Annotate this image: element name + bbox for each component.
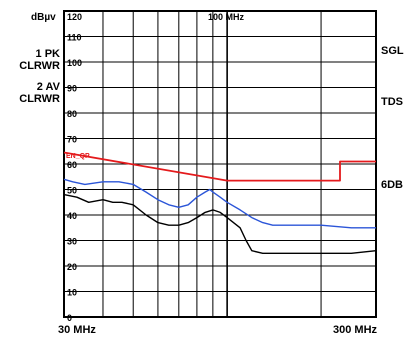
y-tick-label-80: 80 <box>67 109 77 119</box>
limit-trace <box>63 151 376 182</box>
x-tick-label-mid: 100 MHz <box>208 12 245 22</box>
y-tick-label-70: 70 <box>67 135 77 145</box>
x-tick-label-start: 30 MHz <box>58 324 96 336</box>
peak-trace <box>63 178 376 229</box>
y-tick-label-100: 100 <box>67 58 82 68</box>
trace-group <box>63 151 377 255</box>
y-tick-label-90: 90 <box>67 84 77 94</box>
y-tick-labels: 0 10 20 30 40 50 60 70 80 90 100 110 120 <box>67 12 82 323</box>
limit-line-label: EN_QP <box>66 153 90 160</box>
y-tick-label-40: 40 <box>67 211 77 221</box>
y-tick-label-60: 60 <box>67 160 77 170</box>
annotation-sgl: SGL <box>381 45 404 57</box>
average-trace <box>63 193 377 255</box>
annotation-6db: 6DB <box>381 179 403 191</box>
trace2-mode: CLRWR <box>19 93 60 105</box>
y-tick-label-30: 30 <box>67 237 77 247</box>
y-tick-label-50: 50 <box>67 186 77 196</box>
y-tick-label-0: 0 <box>67 313 72 323</box>
trace1-label: 1 PK <box>35 48 60 60</box>
y-tick-label-10: 10 <box>67 288 77 298</box>
trace1-mode: CLRWR <box>19 60 60 72</box>
trace2-info: 2 AV CLRWR <box>4 81 60 105</box>
annotation-tds: TDS <box>381 96 403 108</box>
grid-lines <box>64 11 376 317</box>
trace1-info: 1 PK CLRWR <box>4 48 60 72</box>
y-tick-label-110: 110 <box>67 33 82 43</box>
y-tick-label-20: 20 <box>67 262 77 272</box>
unit-label: dBµv <box>31 12 56 23</box>
x-tick-label-end: 300 MHz <box>333 324 378 336</box>
trace2-label: 2 AV <box>36 81 60 93</box>
y-tick-label-120: 120 <box>67 12 82 22</box>
